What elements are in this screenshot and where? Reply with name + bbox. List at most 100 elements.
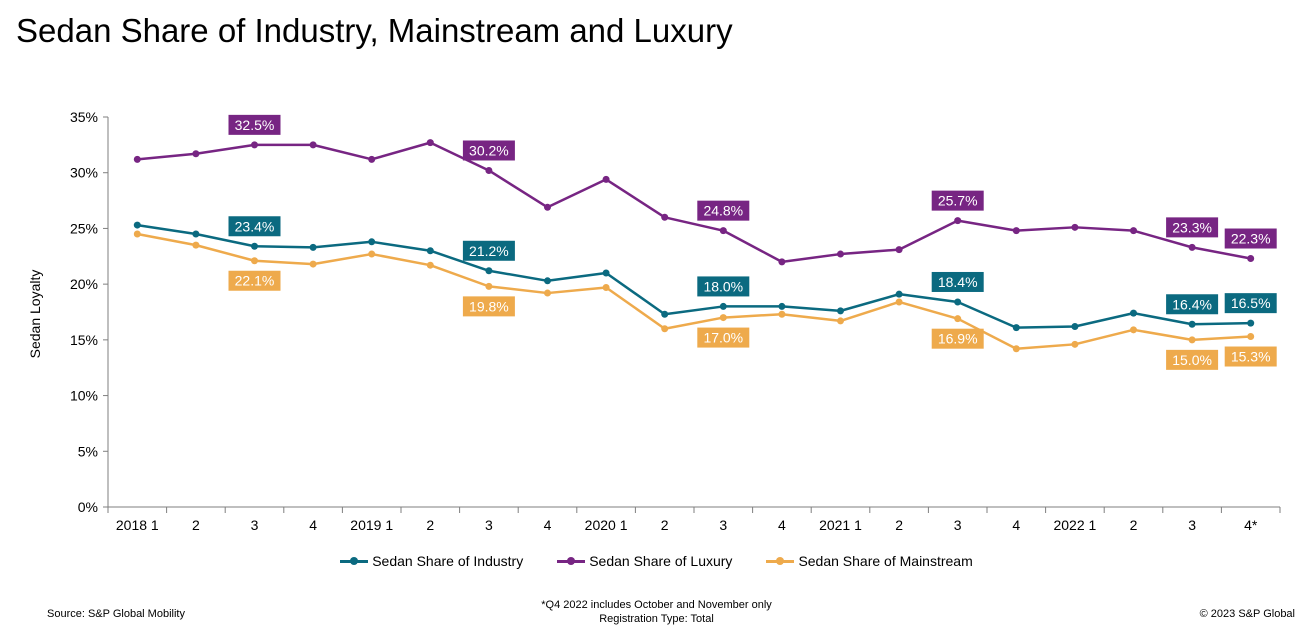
data-point: [426, 139, 434, 147]
data-point: [1012, 227, 1020, 235]
x-tick-label: 4: [309, 517, 317, 533]
data-point: [1071, 340, 1079, 348]
data-point: [954, 298, 962, 306]
chart-title: Sedan Share of Industry, Mainstream and …: [16, 12, 733, 49]
x-tick-label: 3: [251, 517, 259, 533]
data-point: [309, 141, 317, 149]
data-point: [895, 298, 903, 306]
data-point: [1130, 309, 1137, 317]
y-tick-label: 35%: [70, 109, 98, 125]
data-point: [251, 242, 258, 250]
data-label-box: [462, 240, 515, 261]
legend-label: Sedan Share of Luxury: [589, 553, 733, 569]
data-point: [251, 257, 258, 265]
data-point: [719, 314, 727, 322]
data-point: [719, 227, 727, 235]
data-point: [485, 267, 493, 275]
data-label-box: [931, 190, 984, 211]
data-point: [602, 269, 610, 277]
data-label-box: [1224, 293, 1277, 314]
data-point: [485, 166, 493, 174]
footnote: *Q4 2022 includes October and November o…: [0, 598, 1313, 626]
x-tick-label: 3: [719, 517, 727, 533]
x-tick-label: 4: [1012, 517, 1020, 533]
data-point: [954, 315, 962, 323]
legend-swatch: [557, 552, 586, 570]
data-label-box: [697, 200, 750, 221]
y-ticks: 0% 5% 10% 15% 20% 25% 30% 35%: [70, 109, 108, 515]
data-point: [1012, 324, 1020, 332]
data-label-box: [1224, 228, 1277, 249]
y-tick-label: 10%: [70, 388, 98, 404]
data-label: 22.1%: [235, 273, 275, 289]
legend-label: Sedan Share of Industry: [372, 553, 524, 569]
data-label-box: [228, 270, 281, 291]
legend: Sedan Share of Industry Sedan Share of Lu…: [0, 552, 1313, 570]
y-tick-label: 5%: [78, 443, 98, 459]
legend-item: Sedan Share of Industry: [340, 552, 523, 570]
x-tick-label: 2020 1: [585, 517, 628, 533]
series-points: [133, 139, 1255, 353]
data-label-box: [228, 114, 281, 135]
data-label-box: [1166, 217, 1219, 238]
data-point: [368, 238, 376, 246]
data-point: [1188, 243, 1196, 251]
x-tick-label: 3: [485, 517, 493, 533]
source-note: Source: S&P Global Mobility: [47, 608, 185, 620]
x-tick-label: 2: [192, 517, 200, 533]
data-point: [778, 302, 786, 310]
series-lines: [137, 141, 1251, 351]
data-labels: 23.4% 21.2% 18.0% 18.4% 16.4% 16.5% 32.5% 30.2%…: [228, 114, 1277, 370]
y-tick-label: 15%: [70, 332, 98, 348]
data-point: [1188, 336, 1196, 344]
data-label: 15.0%: [1172, 352, 1212, 368]
x-tick-label: 4: [544, 517, 552, 533]
x-tick-label: 2019 1: [350, 517, 393, 533]
data-label: 30.2%: [469, 142, 509, 158]
data-point: [778, 310, 786, 318]
x-tick-label: 2: [895, 517, 903, 533]
data-label-box: [1166, 294, 1219, 315]
data-label: 15.3%: [1231, 349, 1271, 365]
data-point: [837, 250, 844, 258]
y-axis-label: Sedan Loyalty: [27, 270, 43, 359]
data-label-box: [697, 276, 750, 297]
x-tick-label: 2: [1130, 517, 1138, 533]
data-point: [1071, 223, 1079, 231]
data-point: [1247, 255, 1255, 263]
x-tick-label: 4*: [1244, 517, 1258, 533]
x-tick-label: 2018 1: [116, 517, 159, 533]
footnote-line-1: *Q4 2022 includes October and November o…: [541, 599, 772, 611]
data-label-box: [1224, 346, 1277, 367]
data-point: [368, 250, 376, 258]
data-point: [426, 261, 434, 269]
data-label-box: [228, 216, 281, 237]
data-point: [309, 243, 317, 251]
data-point: [368, 155, 376, 163]
data-point: [895, 290, 903, 298]
data-label: 16.9%: [938, 331, 978, 347]
data-point: [954, 217, 962, 225]
data-label: 18.4%: [938, 274, 978, 290]
data-point: [426, 247, 434, 255]
data-point: [1071, 322, 1079, 330]
series-line: [137, 232, 1251, 351]
data-point: [133, 221, 141, 229]
data-label: 21.2%: [469, 243, 509, 259]
data-label: 23.3%: [1172, 219, 1212, 235]
data-label: 22.3%: [1231, 231, 1271, 247]
y-tick-label: 20%: [70, 276, 98, 292]
data-point: [251, 141, 258, 149]
data-point: [1247, 319, 1255, 327]
data-label: 24.8%: [703, 203, 743, 219]
data-point: [719, 302, 727, 310]
x-tick-label: 2: [426, 517, 434, 533]
legend-item: Sedan Share of Luxury: [557, 552, 732, 570]
x-tick-label: 4: [778, 517, 786, 533]
legend-swatch: [340, 552, 369, 570]
data-point: [133, 230, 141, 238]
series-line: [137, 141, 1251, 264]
data-point: [661, 310, 669, 318]
data-label-box: [462, 140, 515, 161]
data-label: 16.4%: [1172, 296, 1212, 312]
